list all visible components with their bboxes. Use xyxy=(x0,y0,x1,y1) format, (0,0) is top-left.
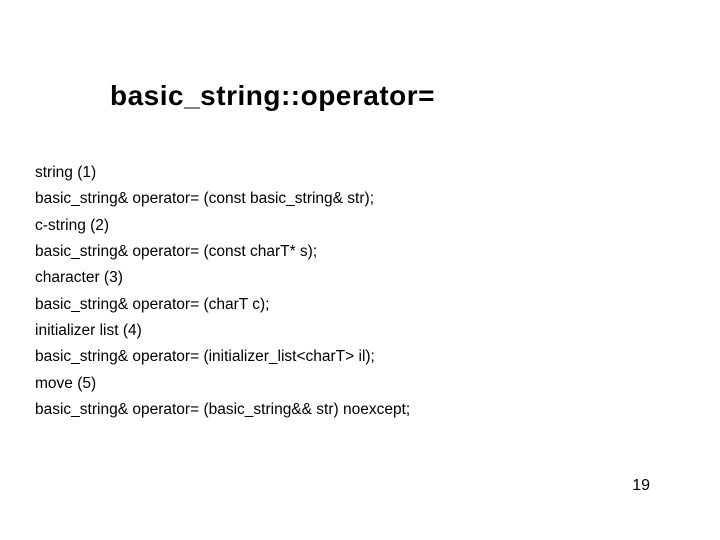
body-line: initializer list (4) xyxy=(35,318,410,344)
body-line: basic_string& operator= (const basic_str… xyxy=(35,186,410,212)
body-line: basic_string& operator= (charT c); xyxy=(35,292,410,318)
body-line: basic_string& operator= (initializer_lis… xyxy=(35,344,410,370)
body-line: c-string (2) xyxy=(35,213,410,239)
slide-body: string (1) basic_string& operator= (cons… xyxy=(35,160,410,423)
body-line: basic_string& operator= (basic_string&& … xyxy=(35,397,410,423)
page-number: 19 xyxy=(632,477,650,495)
slide: basic_string::operator= string (1) basic… xyxy=(0,0,720,540)
body-line: character (3) xyxy=(35,265,410,291)
slide-title: basic_string::operator= xyxy=(110,80,435,112)
body-line: string (1) xyxy=(35,160,410,186)
body-line: move (5) xyxy=(35,371,410,397)
body-line: basic_string& operator= (const charT* s)… xyxy=(35,239,410,265)
